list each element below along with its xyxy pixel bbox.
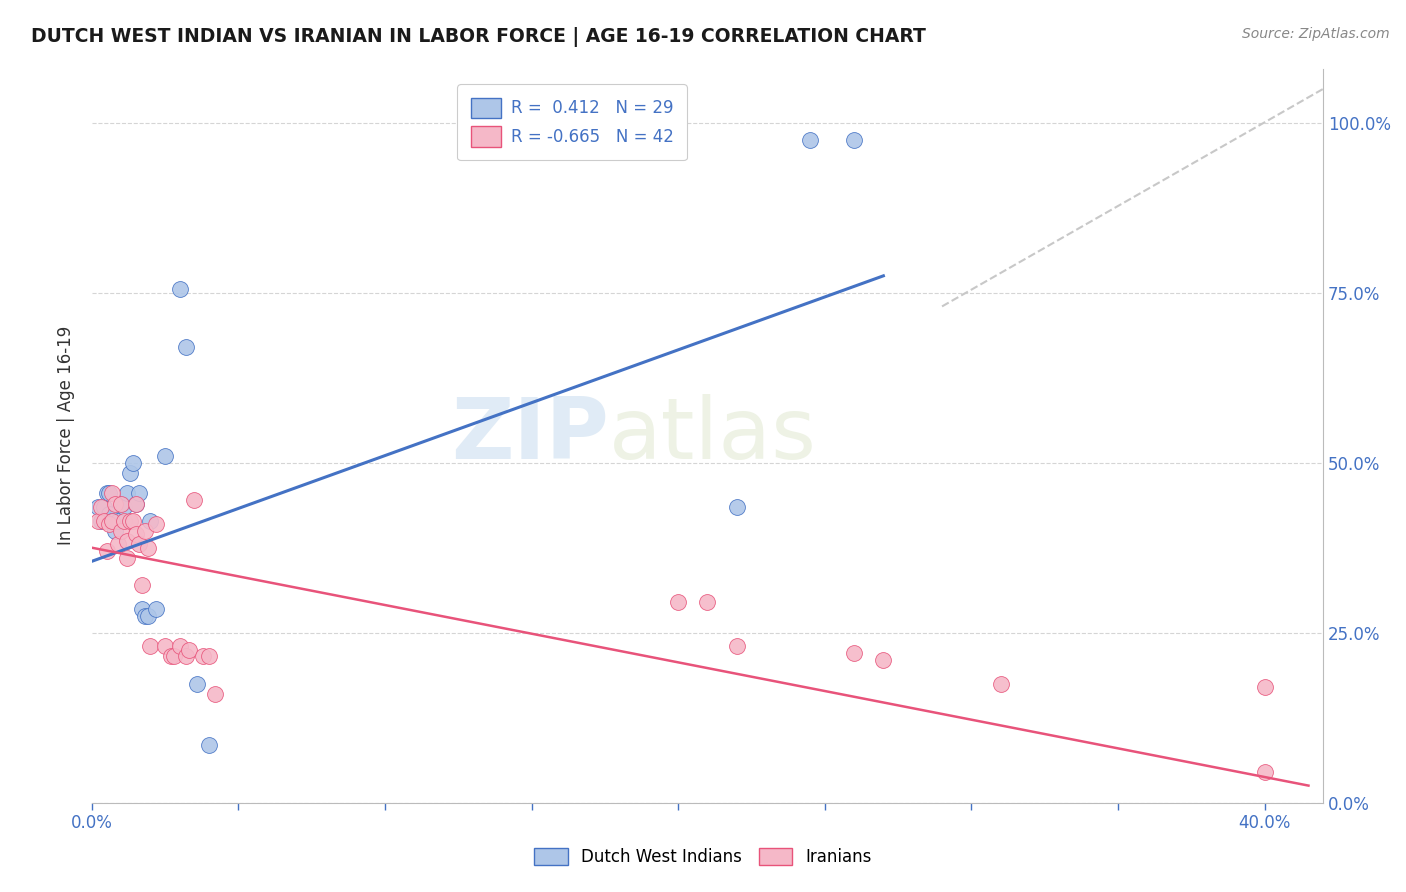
Point — [842, 646, 865, 660]
Point — [115, 550, 138, 565]
Point — [799, 133, 821, 147]
Point — [93, 514, 115, 528]
Point — [174, 649, 197, 664]
Point — [122, 514, 145, 528]
Point — [153, 449, 176, 463]
Point — [101, 486, 124, 500]
Point — [169, 640, 191, 654]
Point — [115, 486, 138, 500]
Point — [145, 516, 167, 531]
Point — [163, 649, 186, 664]
Legend: R =  0.412   N = 29, R = -0.665   N = 42: R = 0.412 N = 29, R = -0.665 N = 42 — [457, 84, 686, 160]
Point — [104, 496, 127, 510]
Point — [118, 514, 141, 528]
Point — [153, 640, 176, 654]
Point — [101, 514, 124, 528]
Point — [198, 649, 221, 664]
Point — [86, 514, 108, 528]
Point — [96, 486, 118, 500]
Text: Source: ZipAtlas.com: Source: ZipAtlas.com — [1241, 27, 1389, 41]
Point — [112, 514, 135, 528]
Point — [1253, 764, 1275, 779]
Point — [110, 496, 132, 510]
Point — [725, 500, 748, 514]
Point — [131, 578, 153, 592]
Point — [125, 496, 148, 510]
Point — [104, 524, 127, 538]
Point — [990, 676, 1012, 690]
Point — [696, 595, 718, 609]
Point — [93, 500, 115, 514]
Point — [112, 500, 135, 514]
Point — [98, 486, 121, 500]
Point — [139, 640, 162, 654]
Point — [198, 738, 221, 752]
Point — [136, 608, 159, 623]
Point — [118, 466, 141, 480]
Point — [160, 649, 183, 664]
Point — [110, 524, 132, 538]
Point — [122, 456, 145, 470]
Text: atlas: atlas — [609, 394, 817, 477]
Point — [169, 282, 191, 296]
Point — [115, 533, 138, 548]
Point — [107, 514, 129, 528]
Point — [125, 527, 148, 541]
Point — [125, 496, 148, 510]
Point — [842, 133, 865, 147]
Point — [204, 687, 226, 701]
Point — [139, 514, 162, 528]
Point — [145, 602, 167, 616]
Point — [101, 514, 124, 528]
Point — [872, 653, 894, 667]
Point — [174, 340, 197, 354]
Legend: Dutch West Indians, Iranians: Dutch West Indians, Iranians — [527, 841, 879, 873]
Point — [90, 514, 112, 528]
Point — [90, 500, 112, 514]
Point — [666, 595, 689, 609]
Point — [186, 676, 208, 690]
Point — [131, 602, 153, 616]
Point — [98, 507, 121, 521]
Point — [177, 642, 200, 657]
Point — [1253, 680, 1275, 694]
Point — [725, 640, 748, 654]
Point — [128, 486, 150, 500]
Point — [134, 608, 156, 623]
Point — [128, 537, 150, 551]
Point — [136, 541, 159, 555]
Point — [86, 500, 108, 514]
Point — [107, 537, 129, 551]
Text: ZIP: ZIP — [451, 394, 609, 477]
Text: DUTCH WEST INDIAN VS IRANIAN IN LABOR FORCE | AGE 16-19 CORRELATION CHART: DUTCH WEST INDIAN VS IRANIAN IN LABOR FO… — [31, 27, 925, 46]
Point — [183, 493, 205, 508]
Point — [193, 649, 215, 664]
Point — [96, 544, 118, 558]
Point — [134, 524, 156, 538]
Point — [110, 496, 132, 510]
Y-axis label: In Labor Force | Age 16-19: In Labor Force | Age 16-19 — [58, 326, 75, 545]
Point — [98, 516, 121, 531]
